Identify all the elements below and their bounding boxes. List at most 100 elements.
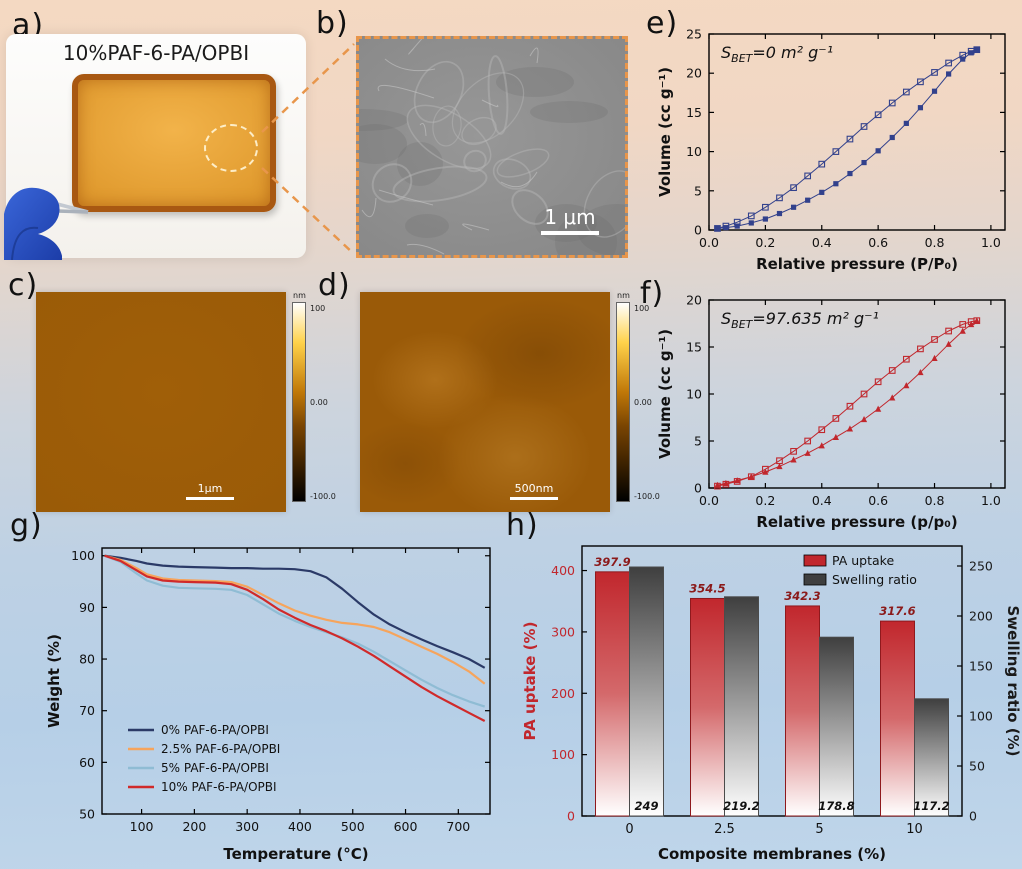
afm-c-colorbar-max: 100 <box>310 304 326 313</box>
chart-e-bet-isotherm: 0.0 0.2 0.4 0.6 0.8 1.0 0 5 10 15 20 25 Relative pre… <box>656 27 1006 273</box>
membrane-photo: 10%PAF-6-PA/OPBI <box>4 34 306 260</box>
svg-text:178.8: 178.8 <box>818 799 854 813</box>
svg-text:400: 400 <box>551 563 575 578</box>
afm-d-scale-label: 500nm <box>514 481 554 495</box>
svg-text:50: 50 <box>969 759 985 774</box>
svg-text:219.2: 219.2 <box>723 799 759 813</box>
svg-text:0% PAF-6-PA/OPBI: 0% PAF-6-PA/OPBI <box>161 723 269 737</box>
svg-text:0.2: 0.2 <box>755 235 775 250</box>
svg-text:Swelling ratio (%): Swelling ratio (%) <box>1004 606 1020 757</box>
svg-text:10: 10 <box>686 144 702 159</box>
panel-label-b: b) <box>316 6 349 41</box>
svg-text:100: 100 <box>969 709 993 724</box>
svg-text:0: 0 <box>625 822 633 837</box>
svg-text:60: 60 <box>79 755 95 770</box>
svg-text:Volume (cc g⁻¹): Volume (cc g⁻¹) <box>656 329 674 459</box>
svg-text:200: 200 <box>182 819 206 834</box>
svg-text:600: 600 <box>394 819 418 834</box>
svg-text:0.8: 0.8 <box>925 235 945 250</box>
svg-text:0.6: 0.6 <box>868 493 888 508</box>
svg-text:20: 20 <box>686 293 702 308</box>
afm-d-colorbar-mid: 0.00 <box>634 398 652 407</box>
svg-text:200: 200 <box>969 609 993 624</box>
svg-text:Relative pressure (P/P₀): Relative pressure (P/P₀) <box>756 255 958 273</box>
svg-text:100: 100 <box>71 548 95 563</box>
svg-text:5: 5 <box>815 822 823 837</box>
glove-shape <box>4 187 62 260</box>
svg-text:PA uptake: PA uptake <box>832 553 894 568</box>
svg-text:0.4: 0.4 <box>812 493 832 508</box>
svg-text:5: 5 <box>694 183 702 198</box>
afm-c-colorbar: nm 100 0.00 -100.0 <box>292 291 336 502</box>
svg-text:117.2: 117.2 <box>913 799 949 813</box>
svg-text:50: 50 <box>79 807 95 822</box>
svg-text:15: 15 <box>686 105 702 120</box>
svg-text:250: 250 <box>969 559 993 574</box>
svg-text:10: 10 <box>686 387 702 402</box>
sem-scale-label: 1 μm <box>544 205 596 229</box>
afm-d-colorbar-unit: nm <box>617 291 630 300</box>
zoom-region-circle <box>204 124 258 172</box>
svg-text:0: 0 <box>694 223 702 238</box>
svg-text:90: 90 <box>79 600 95 615</box>
panel-label-d: d) <box>318 268 351 303</box>
svg-text:2.5: 2.5 <box>714 822 735 837</box>
svg-text:0: 0 <box>694 481 702 496</box>
membrane-sample-title: 10%PAF-6-PA/OPBI <box>62 41 250 65</box>
svg-text:100: 100 <box>130 819 154 834</box>
svg-text:0.4: 0.4 <box>812 235 832 250</box>
afm-c-colorbar-unit: nm <box>293 291 306 300</box>
panel-label-c: c) <box>8 268 39 303</box>
svg-text:300: 300 <box>551 624 575 639</box>
svg-text:Weight (%): Weight (%) <box>45 634 63 728</box>
svg-text:20: 20 <box>686 66 702 81</box>
svg-text:317.6: 317.6 <box>879 604 915 618</box>
svg-text:400: 400 <box>288 819 312 834</box>
membrane-sample <box>72 74 276 212</box>
svg-text:0.0: 0.0 <box>699 235 719 250</box>
svg-text:Swelling ratio: Swelling ratio <box>832 572 917 587</box>
svg-text:10: 10 <box>906 822 923 837</box>
sem-scale-line <box>541 231 599 235</box>
svg-text:80: 80 <box>79 652 95 667</box>
svg-text:0.6: 0.6 <box>868 235 888 250</box>
svg-text:150: 150 <box>969 659 993 674</box>
afm-c-scale-line <box>186 497 234 500</box>
svg-text:5% PAF-6-PA/OPBI: 5% PAF-6-PA/OPBI <box>161 761 269 775</box>
chart-f-bet-isotherm: 0.0 0.2 0.4 0.6 0.8 1.0 0 5 10 15 20 Relative press… <box>656 293 1006 531</box>
svg-text:397.9: 397.9 <box>594 555 630 569</box>
svg-text:5: 5 <box>694 434 702 449</box>
afm-c-colorbar-min: -100.0 <box>310 492 336 501</box>
afm-c-colorbar-mid: 0.00 <box>310 398 328 407</box>
chart-g-tga-curves: 100 200 300 400 500 600 700 50 60 70 80 90 100 Temper… <box>45 547 491 863</box>
svg-text:SBET=97.635 m² g⁻¹: SBET=97.635 m² g⁻¹ <box>721 309 879 331</box>
svg-text:Temperature (°C): Temperature (°C) <box>223 845 368 863</box>
afm-image-c: 1μm <box>36 292 286 512</box>
gloved-hand <box>4 187 89 260</box>
svg-text:1.0: 1.0 <box>981 493 1001 508</box>
afm-c-scale-label: 1μm <box>197 481 223 495</box>
svg-text:0.0: 0.0 <box>699 493 719 508</box>
sem-image: 1 μm <box>356 36 628 258</box>
svg-text:200: 200 <box>551 686 575 701</box>
svg-text:342.3: 342.3 <box>784 589 820 603</box>
svg-text:100: 100 <box>551 747 575 762</box>
svg-text:0.8: 0.8 <box>925 493 945 508</box>
svg-text:2.5% PAF-6-PA/OPBI: 2.5% PAF-6-PA/OPBI <box>161 742 280 756</box>
svg-text:300: 300 <box>235 819 259 834</box>
svg-text:PA uptake (%): PA uptake (%) <box>521 622 539 741</box>
svg-text:0: 0 <box>969 809 977 824</box>
panel-label-e: e) <box>646 6 679 41</box>
svg-text:15: 15 <box>686 340 702 355</box>
svg-text:1.0: 1.0 <box>981 235 1001 250</box>
svg-text:Composite membranes (%): Composite membranes (%) <box>658 845 886 863</box>
afm-c-scale-bar: 1μm <box>186 481 234 500</box>
svg-text:10% PAF-6-PA/OPBI: 10% PAF-6-PA/OPBI <box>161 780 277 794</box>
svg-text:SBET=0 m² g⁻¹: SBET=0 m² g⁻¹ <box>721 43 833 65</box>
svg-text:25: 25 <box>686 27 702 42</box>
chart-h-uptake-swelling-bars: 0100200300400050100150200250397.92490354… <box>521 545 1020 863</box>
panel-label-h: h) <box>506 508 539 543</box>
svg-text:500: 500 <box>341 819 365 834</box>
svg-text:70: 70 <box>79 703 95 718</box>
